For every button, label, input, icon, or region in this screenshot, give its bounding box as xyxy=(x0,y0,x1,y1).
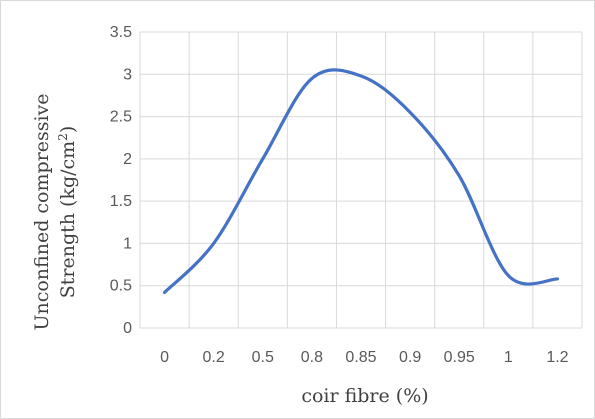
y-tick-label: 2 xyxy=(123,151,132,168)
y-tick-label: 3 xyxy=(123,66,132,83)
x-tick-label: 0.8 xyxy=(301,349,323,366)
y-tick-label: 1 xyxy=(123,235,132,252)
x-tick-label: 0.95 xyxy=(444,349,475,366)
y-tick-labels: 0 0.5 1 1.5 2 2.5 3 3.5 xyxy=(110,24,132,337)
x-tick-label: 1.2 xyxy=(546,349,568,366)
x-tick-label: 0.2 xyxy=(203,349,225,366)
series-line xyxy=(162,68,560,295)
x-tick-label: 0.5 xyxy=(252,349,274,366)
x-tick-label: 0.9 xyxy=(399,349,421,366)
y-tick-label: 0 xyxy=(123,320,132,337)
y-axis-title-line1: Unconfined compressive xyxy=(31,93,53,330)
x-tick-label: 1 xyxy=(504,349,513,366)
y-tick-label: 3.5 xyxy=(110,24,132,41)
x-axis-title: coir fibre (%) xyxy=(301,385,428,407)
y-axis-title-line2: Strength (kg/cm2) xyxy=(56,126,79,299)
y-axis-title: Unconfined compressive Strength (kg/cm2) xyxy=(31,93,79,330)
gridlines xyxy=(139,31,583,329)
x-tick-label: 0 xyxy=(160,349,169,366)
x-tick-label: 0.85 xyxy=(345,349,376,366)
y-tick-label: 0.5 xyxy=(110,278,132,295)
y-tick-label: 2.5 xyxy=(110,109,132,126)
x-tick-labels: 0 0.2 0.5 0.8 0.85 0.9 0.95 1 1.2 xyxy=(160,349,569,366)
y-tick-label: 1.5 xyxy=(110,193,132,210)
